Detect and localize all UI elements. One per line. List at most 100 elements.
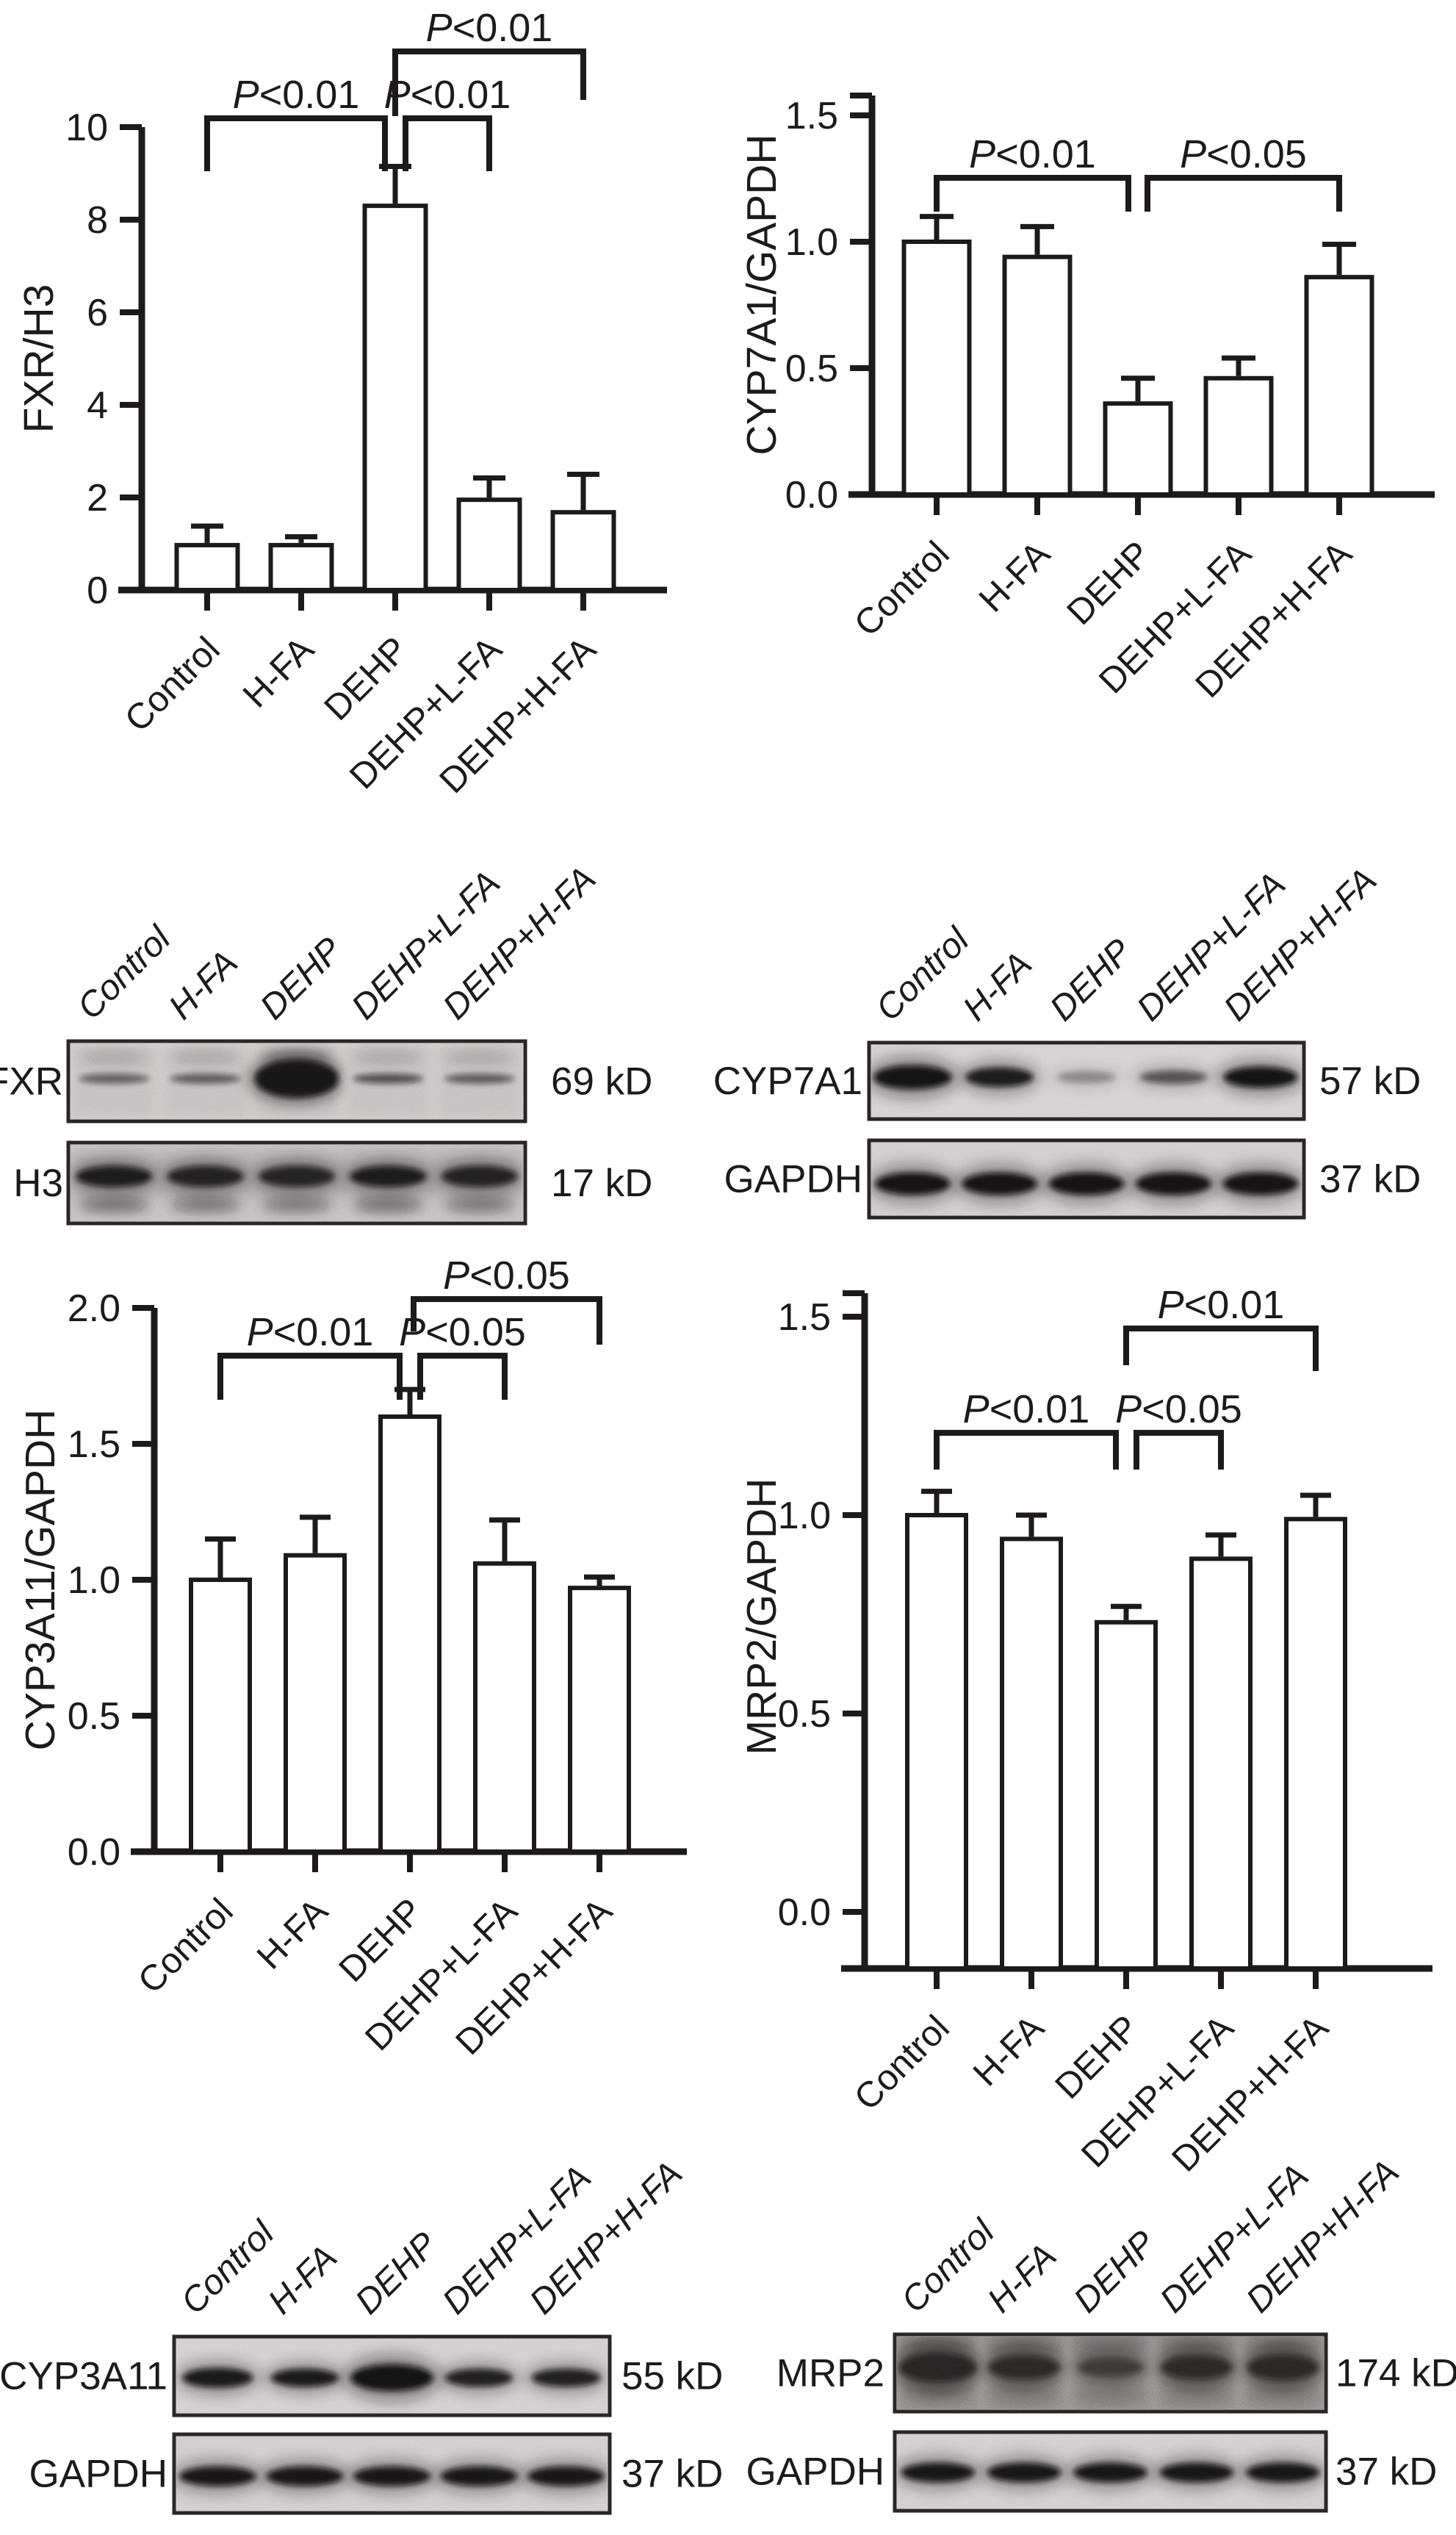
- film-grain: [897, 2337, 1324, 2409]
- sig-label-value: <0.01: [990, 1387, 1090, 1431]
- bar-H-FA: [284, 1553, 347, 1854]
- sig-label-value: <0.01: [453, 6, 553, 50]
- sig-label-DEHP-DEHP+L-FA: P<0.05: [399, 1310, 526, 1354]
- y-tick-label: 10: [65, 107, 108, 149]
- mw-label-CYP3A11: 55 kD: [621, 2355, 723, 2398]
- bar-Control: [174, 542, 240, 593]
- bar-DEHP+H-FA: [1304, 275, 1374, 497]
- x-label-H-FA: H-FA: [972, 533, 1058, 619]
- x-label-Control: Control: [847, 534, 957, 644]
- blot-row-label-CYP7A1: CYP7A1: [713, 1060, 862, 1103]
- film-grain: [71, 1145, 523, 1221]
- lane-label-DEHP+L-FA: DEHP+L-FA: [1153, 2157, 1316, 2320]
- sig-label-DEHP-DEHP+H-FA: P<0.01: [426, 6, 553, 50]
- sig-label-value: <0.01: [259, 73, 360, 117]
- lane-label-DEHP+H-FA: DEHP+H-FA: [1217, 861, 1384, 1029]
- lane-label-DEHP: DEHP: [1042, 932, 1139, 1029]
- blot-content-CYP7A1: [871, 1045, 1302, 1117]
- sig-label-p: P: [233, 73, 259, 117]
- bar-H-FA: [1002, 254, 1073, 497]
- lane-label-DEHP+H-FA: DEHP+H-FA: [1239, 2153, 1407, 2320]
- y-tick-label: 8: [87, 199, 108, 242]
- sig-label-value: <0.01: [273, 1310, 374, 1354]
- y-tick-label: 0.0: [785, 474, 838, 517]
- blot-content-CYP3A11: [176, 2339, 608, 2413]
- y-tick-label: 0.0: [778, 1891, 831, 1934]
- sig-label-value: <0.05: [1142, 1387, 1242, 1431]
- sig-label-p: P: [443, 1254, 469, 1298]
- y-tick-label: 1.0: [785, 221, 838, 264]
- lane-label-DEHP: DEHP: [253, 930, 350, 1027]
- sig-label-Control-DEHP: P<0.01: [233, 73, 360, 117]
- sig-label-value: <0.01: [411, 73, 511, 117]
- sig-label-Control-DEHP: P<0.01: [247, 1310, 374, 1354]
- bar-Control: [901, 240, 972, 497]
- y-tick-label: 0.5: [68, 1695, 120, 1738]
- bar-DEHP+H-FA: [550, 510, 616, 592]
- bar-H-FA: [1000, 1536, 1063, 1971]
- film-grain: [71, 1043, 523, 1119]
- y-tick-label: 4: [87, 384, 108, 427]
- sig-label-p: P: [426, 6, 453, 50]
- bar-Control: [905, 1513, 968, 1971]
- mw-label-GAPDH: 37 kD: [621, 2453, 723, 2496]
- blot-row-label-H3: H3: [13, 1162, 63, 1205]
- blot-row-label-GAPDH: GAPDH: [29, 2453, 167, 2496]
- y-axis-title: MRP2/GAPDH: [738, 1478, 785, 1755]
- lane-label-DEHP: DEHP: [1067, 2223, 1164, 2320]
- sig-label-value: <0.05: [469, 1254, 570, 1298]
- lane-label-DEHP: DEHP: [348, 2225, 445, 2322]
- y-tick-label: 1.0: [778, 1495, 831, 1537]
- mw-label-H3: 17 kD: [551, 1162, 652, 1205]
- sig-bracket-Control-DEHP: [934, 175, 1131, 212]
- lane-label-Control: Control: [174, 2213, 283, 2322]
- film-grain: [176, 2339, 608, 2413]
- blot-content-GAPDH: [176, 2437, 608, 2511]
- y-axis-title: CYP7A1/GAPDH: [738, 134, 785, 455]
- film-grain: [176, 2437, 608, 2511]
- sig-label-value: <0.01: [1184, 1283, 1285, 1327]
- y-tick-label: 0: [87, 569, 108, 612]
- mw-label-GAPDH: 37 kD: [1336, 2450, 1437, 2494]
- sig-bracket-DEHP-DEHP+H-FA: [392, 48, 586, 116]
- blot-row-label-GAPDH: GAPDH: [724, 1158, 862, 1201]
- sig-label-p: P: [1115, 1387, 1142, 1431]
- blot-content-GAPDH: [897, 2434, 1324, 2509]
- x-label-H-FA: H-FA: [236, 629, 322, 715]
- y-tick-label: 0.5: [778, 1693, 831, 1736]
- lane-label-H-FA: H-FA: [956, 945, 1039, 1029]
- sig-bracket-Control-DEHP: [204, 115, 388, 171]
- sig-label-DEHP-DEHP+H-FA: P<0.05: [443, 1254, 570, 1298]
- bar-DEHP: [1095, 1619, 1158, 1971]
- y-tick-label: 1.5: [778, 1296, 831, 1339]
- x-label-H-FA: H-FA: [250, 1891, 336, 1977]
- sig-label-p: P: [1180, 132, 1206, 176]
- sig-label-value: <0.05: [425, 1310, 526, 1354]
- sig-label-value: <0.05: [1206, 132, 1307, 176]
- y-tick-label: 1.5: [785, 95, 838, 137]
- blot-row-label-MRP2: MRP2: [776, 2352, 884, 2395]
- lane-label-Control: Control: [894, 2212, 1003, 2320]
- blot-row-label-CYP3A11: CYP3A11: [0, 2355, 167, 2398]
- blot-content-MRP2: [897, 2337, 1324, 2409]
- blot-row-label-GAPDH: GAPDH: [746, 2450, 884, 2494]
- sig-bracket-Control-DEHP: [934, 1430, 1119, 1470]
- y-tick-label: 2.0: [68, 1287, 120, 1330]
- lane-label-H-FA: H-FA: [162, 943, 245, 1027]
- lane-label-DEHP+H-FA: DEHP+H-FA: [522, 2154, 690, 2322]
- sig-label-DEHP-DEHP+L-FA: P<0.01: [384, 73, 511, 117]
- mw-label-GAPDH: 37 kD: [1319, 1158, 1421, 1201]
- lane-label-H-FA: H-FA: [980, 2237, 1064, 2320]
- y-axis-title: CYP3A11/GAPDH: [17, 1409, 64, 1751]
- bar-H-FA: [268, 542, 334, 593]
- lane-label-H-FA: H-FA: [261, 2238, 345, 2322]
- blot-content-FXR: [71, 1043, 523, 1119]
- sig-bracket-DEHP-DEHP+H-FA: [411, 1296, 602, 1345]
- y-tick-label: 0.5: [785, 348, 838, 390]
- bar-DEHP+H-FA: [568, 1586, 631, 1855]
- sig-label-p: P: [1158, 1283, 1184, 1327]
